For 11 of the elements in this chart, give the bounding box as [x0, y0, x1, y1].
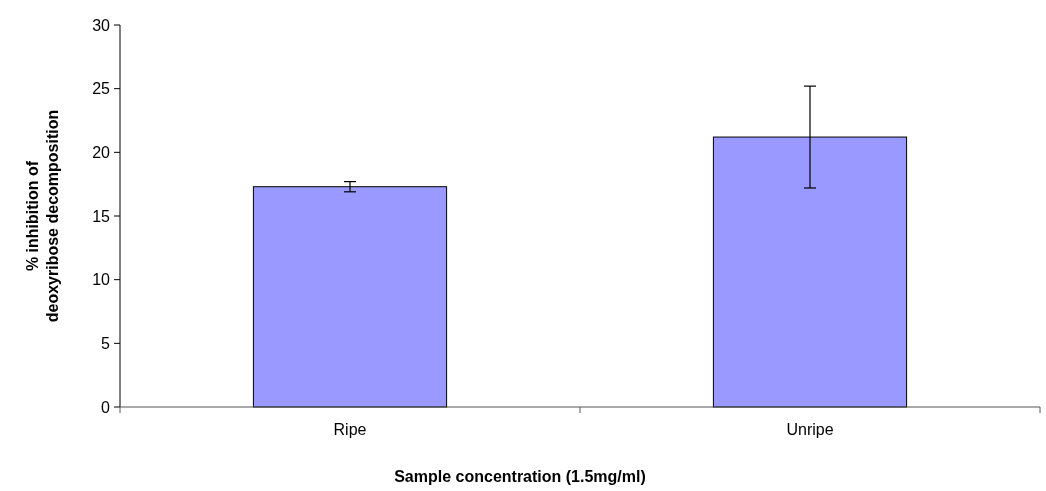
x-tick-label: Ripe — [333, 421, 367, 438]
y-axis-title: % inhibition of deoxyribose decomposition — [24, 109, 62, 323]
y-tick-label: 30 — [92, 16, 111, 34]
y-tick-label: 15 — [92, 207, 111, 225]
x-axis-title: Sample concentration (1.5mg/ml) — [394, 468, 646, 485]
x-tick-label: Unripe — [786, 421, 834, 438]
y-tick-label: 25 — [92, 80, 111, 98]
y-tick-label: 20 — [92, 143, 111, 161]
y-tick-label: 0 — [101, 398, 111, 416]
y-tick-label: 5 — [101, 334, 111, 352]
y-tick-label: 10 — [92, 271, 111, 289]
